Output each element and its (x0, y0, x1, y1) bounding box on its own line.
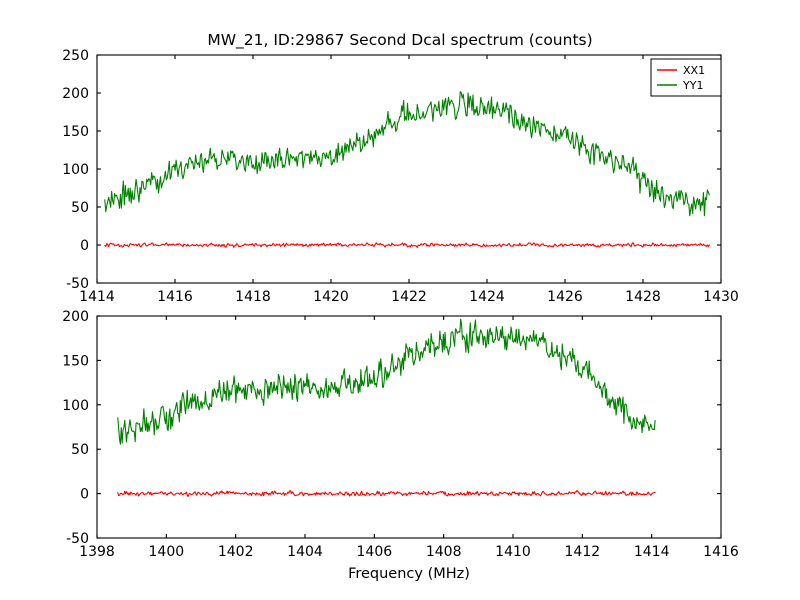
y-tick-label: 0 (80, 238, 89, 254)
x-tick-label: 1416 (703, 544, 739, 560)
panel-bottom-panel: 1398 1400 1402 1404 1406 1408 1410 1412 1414 1416… (62, 309, 739, 560)
x-tick-label: 1426 (547, 289, 583, 305)
legend-label-yy1: YY1 (682, 79, 703, 92)
x-tick-label: 1402 (218, 544, 254, 560)
x-tick-label: 1406 (357, 544, 393, 560)
y-tick-label: 100 (62, 162, 89, 178)
legend-box (650, 58, 722, 97)
y-tick-label: 0 (80, 487, 89, 503)
x-tick-label: 1418 (235, 289, 271, 305)
x-tick-label: 1430 (703, 289, 739, 305)
trace-yy1 (104, 91, 710, 217)
panel-top-panel: 1414 1416 1418 1420 1422 1424 1426 1428 1430 -50 0… (62, 48, 739, 305)
x-axis-label: Frequency (MHz) (348, 566, 470, 582)
y-tick-label: 200 (62, 86, 89, 102)
x-tick-label: 1398 (79, 544, 115, 560)
x-tick-label: 1408 (426, 544, 462, 560)
x-tick-label: 1414 (634, 544, 670, 560)
x-tick-label: 1424 (469, 289, 505, 305)
y-tick-label: 100 (62, 398, 89, 414)
y-tick-label: -50 (66, 531, 89, 547)
x-tick-label: 1428 (625, 289, 661, 305)
x-tick-label: 1400 (149, 544, 185, 560)
trace-yy1 (117, 318, 656, 445)
plot-frame (96, 315, 722, 539)
trace-xx1 (117, 489, 656, 498)
x-tick-label: 1404 (287, 544, 323, 560)
y-tick-label: -50 (66, 276, 89, 292)
trace-xx1 (104, 242, 710, 248)
y-tick-label: 150 (62, 353, 89, 369)
y-tick-label: 150 (62, 124, 89, 140)
y-tick-label: 50 (71, 442, 89, 458)
y-tick-label: 50 (71, 200, 89, 216)
legend-label-xx1: XX1 (683, 64, 705, 77)
x-tick-label: 1420 (313, 289, 349, 305)
x-tick-label: 1414 (79, 289, 115, 305)
x-tick-label: 1422 (391, 289, 427, 305)
y-tick-label: 200 (62, 309, 89, 325)
x-tick-label: 1412 (565, 544, 601, 560)
figure-title: MW_21, ID:29867 Second Dcal spectrum (co… (207, 31, 592, 50)
x-tick-label: 1416 (157, 289, 193, 305)
x-tick-label: 1410 (495, 544, 531, 560)
y-tick-label: 250 (62, 48, 89, 64)
